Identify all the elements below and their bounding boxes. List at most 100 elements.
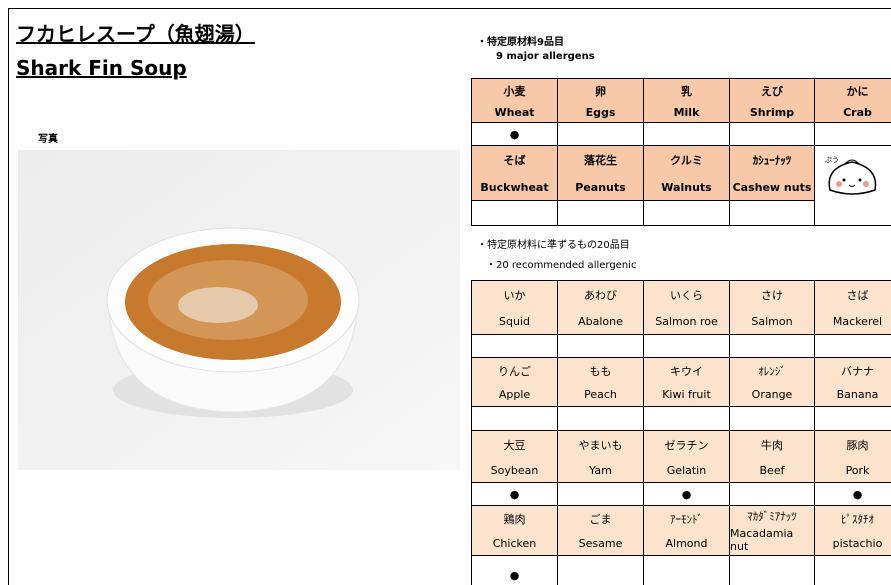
svg-text:ぷう: ぷう bbox=[825, 156, 839, 164]
allergen-jp: ｵﾚﾝｼﾞ bbox=[758, 364, 786, 378]
allergen-en: Gelatin bbox=[666, 463, 707, 477]
allergen-en: Peanuts bbox=[575, 180, 626, 194]
allergen-mark-cell bbox=[471, 334, 558, 358]
allergen-name: ごま Sesame bbox=[557, 505, 644, 556]
allergen-mark-cell: ● bbox=[643, 482, 730, 506]
allergen-name: 落花生 Peanuts bbox=[557, 145, 644, 201]
allergen-en: Squid bbox=[499, 315, 530, 328]
allergen-name: いくら Salmon roe bbox=[643, 280, 730, 335]
mascot: ぷう bbox=[825, 156, 877, 195]
allergen-jp: 大豆 bbox=[503, 438, 526, 452]
allergen-en: Pork bbox=[845, 463, 870, 477]
allergen-en: Kiwi fruit bbox=[662, 388, 711, 402]
allergen-en: Orange bbox=[751, 388, 793, 402]
allergen-en: Buckwheat bbox=[480, 180, 549, 194]
allergen-en: Milk bbox=[673, 105, 700, 119]
photo bbox=[18, 150, 460, 470]
allergen-mark-cell bbox=[729, 200, 815, 226]
allergen-name: ｱｰﾓﾝﾄﾞ Almond bbox=[643, 505, 730, 556]
allergen-mark-cell bbox=[729, 406, 815, 431]
allergen-mark-cell: ● bbox=[471, 482, 558, 506]
allergen-mark-cell: ● bbox=[471, 555, 558, 585]
allergen-mark-cell bbox=[471, 406, 558, 431]
major-heading-jp: ・特定原材料9品目 bbox=[477, 37, 564, 48]
allergen-mark-cell bbox=[729, 122, 815, 146]
allergen-jp: ﾏｶﾀﾞﾐｱﾅｯﾂ bbox=[747, 509, 797, 523]
allergen-mark-cell bbox=[557, 122, 644, 146]
allergen-en: Chicken bbox=[492, 537, 537, 550]
allergen-jp: さば bbox=[846, 289, 869, 302]
allergen-jp: さけ bbox=[761, 289, 783, 302]
allergen-name: さけ Salmon bbox=[729, 280, 815, 335]
allergen-en: Soybean bbox=[490, 463, 539, 477]
allergen-jp: いくら bbox=[670, 289, 703, 302]
allergen-name: かに Crab bbox=[814, 78, 891, 123]
allergen-mark-cell bbox=[557, 482, 644, 506]
allergen-en: Beef bbox=[759, 463, 785, 477]
allergen-mark: ● bbox=[852, 487, 863, 501]
allergen-name: キウイ Kiwi fruit bbox=[643, 357, 730, 407]
allergen-name: ｶｼｭｰﾅｯﾂ Cashew nuts bbox=[729, 145, 815, 201]
allergen-mark-cell bbox=[814, 122, 891, 146]
allergen-mark-cell bbox=[814, 555, 891, 585]
allergen-jp: クルミ bbox=[670, 154, 703, 168]
allergen-en: Cashew nuts bbox=[732, 180, 812, 194]
allergen-mark-cell bbox=[471, 200, 558, 226]
allergen-name: ﾋﾟｽﾀﾁｵ pistachio bbox=[814, 505, 891, 556]
allergen-jp: 牛肉 bbox=[761, 438, 783, 452]
allergen-mark-cell bbox=[557, 406, 644, 431]
allergen-name: そば Buckwheat bbox=[471, 145, 558, 201]
rec-heading-en: ・20 recommended allergenic bbox=[486, 260, 637, 271]
frame bbox=[8, 8, 891, 585]
allergen-name: やまいも Yam bbox=[557, 430, 644, 483]
allergen-en: Salmon roe bbox=[655, 315, 718, 328]
allergen-name: 鶏肉 Chicken bbox=[471, 505, 558, 556]
allergen-mark-cell bbox=[643, 406, 730, 431]
allergen-mark: ● bbox=[509, 127, 520, 141]
allergen-mark-cell: ● bbox=[814, 482, 891, 506]
rec-heading-jp: ・特定原材料に準ずるもの20品目 bbox=[477, 240, 630, 251]
allergen-jp: 小麦 bbox=[503, 84, 526, 98]
allergen-jp: もも bbox=[589, 364, 612, 378]
allergen-name: いか Squid bbox=[471, 280, 558, 335]
allergen-mark-cell bbox=[643, 200, 730, 226]
allergen-jp: 豚肉 bbox=[846, 438, 869, 452]
allergen-mark-cell: ● bbox=[471, 122, 558, 146]
allergen-jp: いか bbox=[503, 289, 526, 302]
allergen-jp: ﾋﾟｽﾀﾁｵ bbox=[841, 513, 874, 526]
allergen-jp: あわび bbox=[584, 289, 617, 302]
photo-label: 写真 bbox=[38, 134, 58, 145]
allergen-jp: 鶏肉 bbox=[503, 513, 526, 526]
allergen-mark-cell bbox=[814, 334, 891, 358]
allergen-en: Mackerel bbox=[832, 315, 883, 328]
allergen-jp: りんご bbox=[498, 364, 531, 378]
allergen-jp: 乳 bbox=[681, 84, 692, 98]
allergen-jp: キウイ bbox=[670, 364, 703, 378]
allergen-mark-cell bbox=[729, 482, 815, 506]
allergen-en: Eggs bbox=[585, 105, 616, 119]
allergen-name: 卵 Eggs bbox=[557, 78, 644, 123]
allergen-name: さば Mackerel bbox=[814, 280, 891, 335]
allergen-en: Peach bbox=[584, 388, 617, 402]
allergen-name: 豚肉 Pork bbox=[814, 430, 891, 483]
allergen-name: 牛肉 Beef bbox=[729, 430, 815, 483]
allergen-mark-cell bbox=[557, 334, 644, 358]
allergen-mark-cell bbox=[729, 334, 815, 358]
allergen-mark-cell bbox=[729, 555, 815, 585]
allergen-en: Crab bbox=[843, 105, 872, 119]
allergen-name: ﾏｶﾀﾞﾐｱﾅｯﾂ Macadamia nut bbox=[729, 505, 815, 556]
allergen-en: Abalone bbox=[578, 315, 623, 328]
allergen-jp: 落花生 bbox=[584, 154, 617, 168]
allergen-jp: 卵 bbox=[595, 84, 606, 98]
allergen-en: Salmon bbox=[751, 315, 793, 328]
allergen-name: りんご Apple bbox=[471, 357, 558, 407]
major-heading-en: 9 major allergens bbox=[496, 51, 595, 62]
allergen-mark-cell bbox=[643, 334, 730, 358]
allergen-name: バナナ Banana bbox=[814, 357, 891, 407]
allergen-mark: ● bbox=[509, 569, 520, 582]
allergen-jp: ｶｼｭｰﾅｯﾂ bbox=[752, 154, 792, 168]
allergen-mark-cell bbox=[643, 122, 730, 146]
allergen-en: Shrimp bbox=[749, 105, 795, 119]
allergen-name: クルミ Walnuts bbox=[643, 145, 730, 201]
allergen-jp: ゼラチン bbox=[664, 438, 709, 452]
